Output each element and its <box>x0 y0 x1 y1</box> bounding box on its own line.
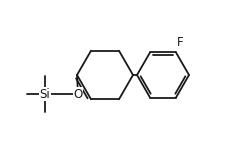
Text: O: O <box>73 87 83 100</box>
Text: Si: Si <box>40 87 50 100</box>
Text: F: F <box>177 36 183 49</box>
